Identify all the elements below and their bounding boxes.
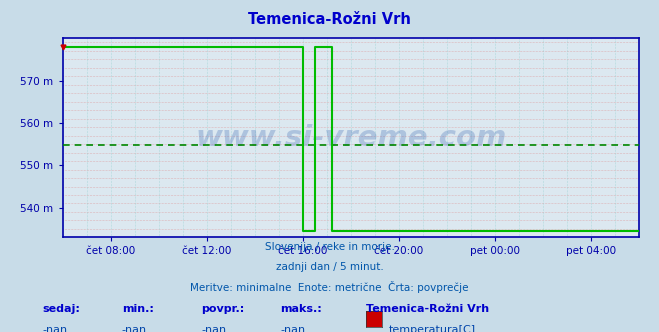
Text: temperatura[C]: temperatura[C] — [389, 325, 476, 332]
Text: -nan: -nan — [201, 325, 226, 332]
Text: Temenica-Rožni Vrh: Temenica-Rožni Vrh — [248, 12, 411, 27]
Text: sedaj:: sedaj: — [43, 304, 80, 314]
Text: www.si-vreme.com: www.si-vreme.com — [195, 124, 507, 152]
Text: zadnji dan / 5 minut.: zadnji dan / 5 minut. — [275, 262, 384, 272]
Text: -nan: -nan — [280, 325, 305, 332]
Text: Meritve: minimalne  Enote: metrične  Črta: povprečje: Meritve: minimalne Enote: metrične Črta:… — [190, 281, 469, 293]
Text: Temenica-Rožni Vrh: Temenica-Rožni Vrh — [366, 304, 489, 314]
Text: povpr.:: povpr.: — [201, 304, 244, 314]
Text: -nan: -nan — [43, 325, 68, 332]
Text: maks.:: maks.: — [280, 304, 322, 314]
Text: -nan: -nan — [122, 325, 147, 332]
Text: Slovenija / reke in morje.: Slovenija / reke in morje. — [264, 242, 395, 252]
Text: min.:: min.: — [122, 304, 154, 314]
